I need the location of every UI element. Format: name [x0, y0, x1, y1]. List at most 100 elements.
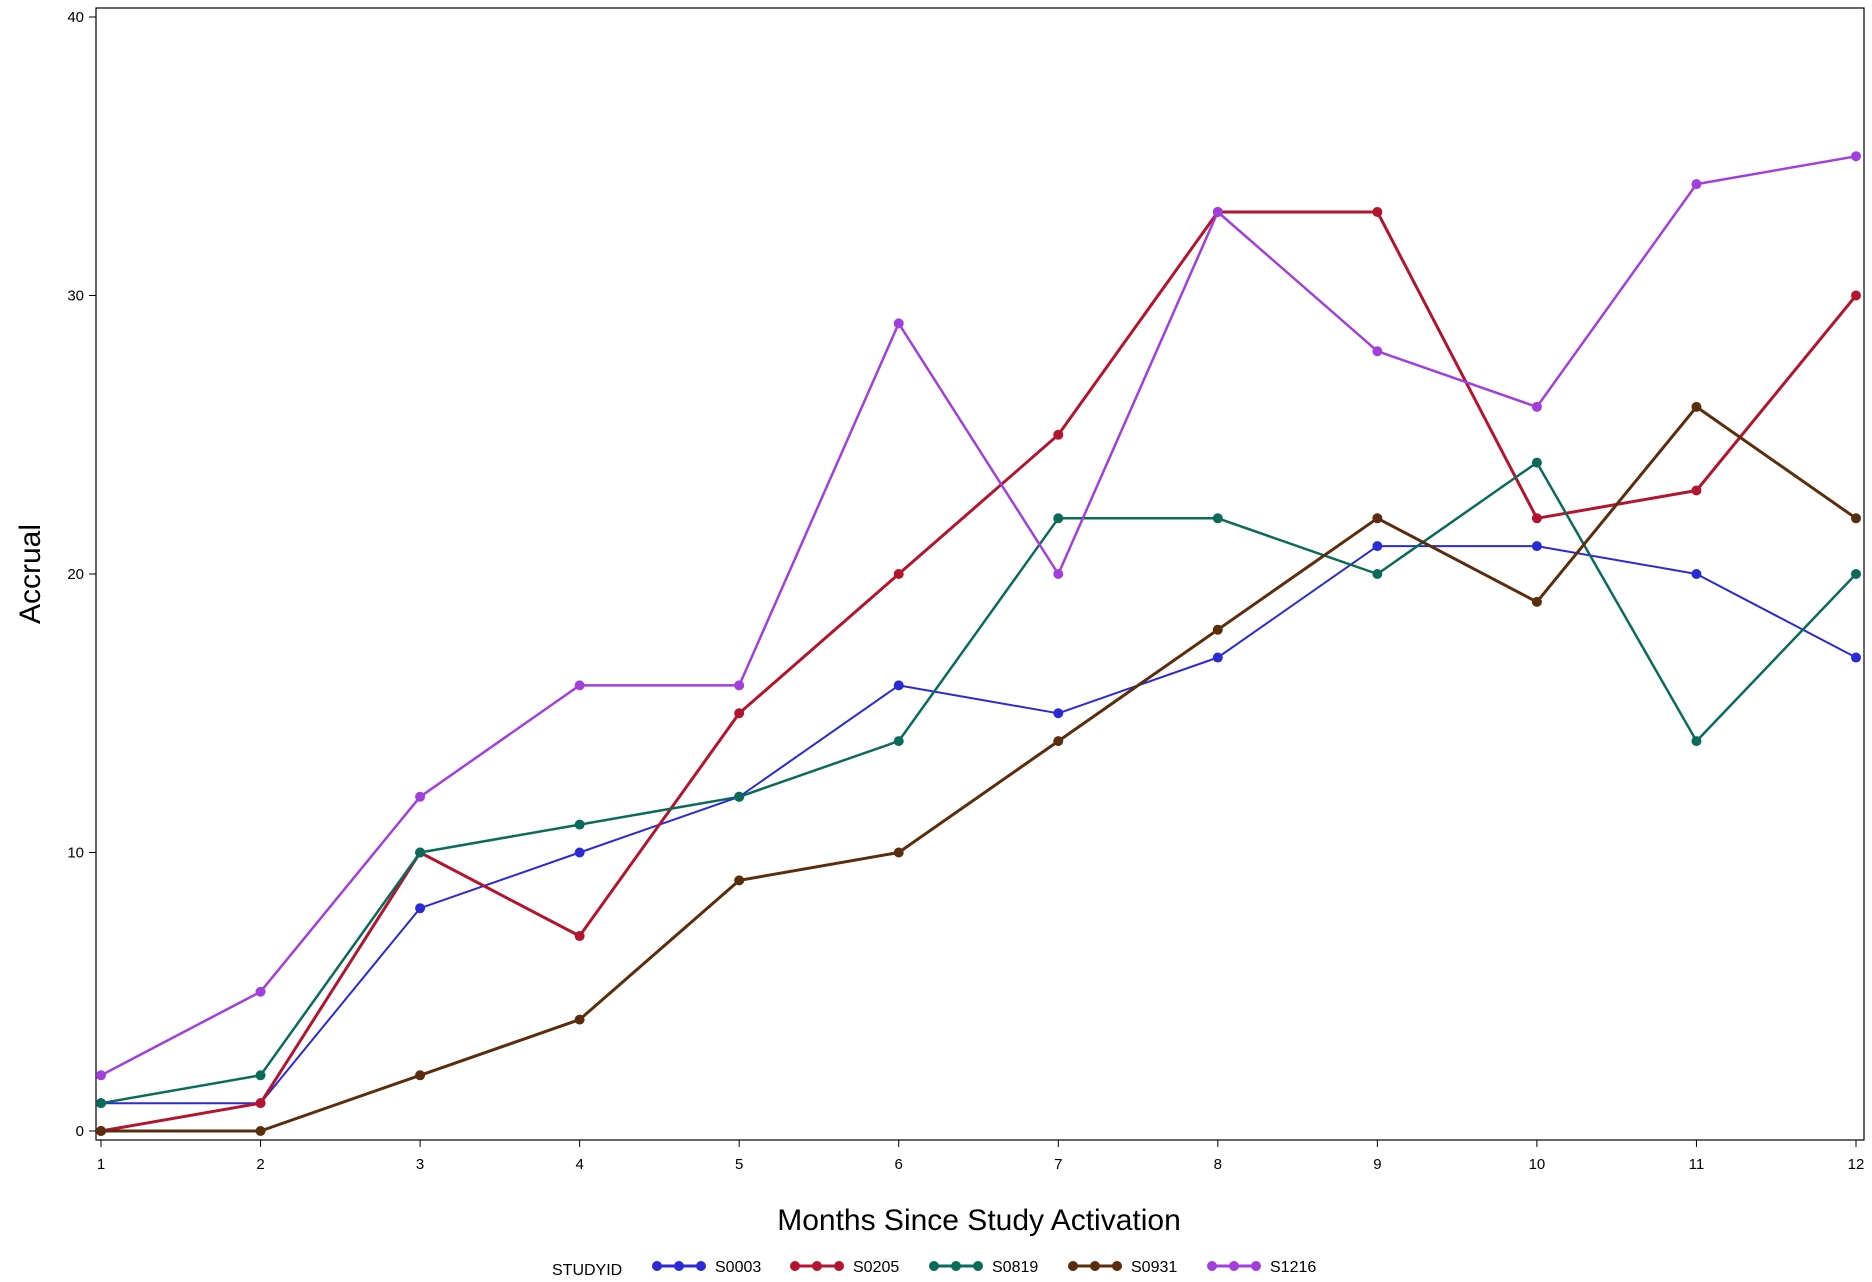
- legend-swatch-marker: [1090, 1261, 1100, 1271]
- data-point: [415, 903, 426, 914]
- x-tick-label: 5: [735, 1156, 743, 1173]
- data-point: [1851, 513, 1861, 524]
- data-point: [1531, 596, 1542, 607]
- legend-swatch-marker: [1251, 1261, 1261, 1271]
- legend-title: STUDYID: [552, 1262, 622, 1279]
- data-point: [1851, 569, 1861, 579]
- x-tick-label: 12: [1848, 1156, 1865, 1173]
- series-line: [100, 155, 1857, 1077]
- data-point: [1212, 206, 1223, 217]
- data-point: [1691, 401, 1702, 412]
- series-s0819: [96, 457, 1861, 1109]
- series-s0931: [96, 401, 1861, 1136]
- legend-item-s0205: S0205: [790, 1259, 899, 1276]
- series-layer: [96, 151, 1861, 1136]
- data-point: [1053, 569, 1064, 579]
- data-point: [734, 875, 745, 886]
- legend-label: S1216: [1270, 1259, 1316, 1276]
- y-axis: 0 10 20 30 40: [67, 9, 96, 1140]
- legend-swatch-marker: [929, 1261, 939, 1271]
- data-point: [1531, 401, 1542, 412]
- legend: STUDYID S0003 S0205 S0819 S0931 S1216: [552, 1259, 1316, 1279]
- data-point: [1372, 346, 1383, 357]
- y-tick-label: 40: [67, 9, 84, 26]
- data-point: [415, 847, 426, 858]
- data-point: [1372, 513, 1383, 524]
- legend-swatch-marker: [674, 1261, 684, 1271]
- data-point: [1053, 708, 1064, 719]
- y-tick-label: 10: [67, 845, 84, 862]
- data-point: [1212, 652, 1223, 663]
- data-point: [1212, 624, 1223, 635]
- data-point: [893, 318, 904, 329]
- legend-label: S0819: [992, 1259, 1038, 1276]
- data-point: [1372, 206, 1383, 217]
- x-tick-label: 8: [1214, 1156, 1222, 1173]
- legend-swatch-marker: [951, 1261, 961, 1271]
- data-point: [255, 1070, 266, 1081]
- x-tick-label: 7: [1054, 1156, 1062, 1173]
- data-point: [734, 680, 745, 691]
- data-point: [574, 1014, 585, 1025]
- y-tick-label: 30: [67, 288, 84, 305]
- data-point: [574, 931, 585, 942]
- series-line: [101, 405, 1857, 1133]
- data-point: [96, 1126, 106, 1136]
- plot-area-frame: [95, 7, 1865, 1141]
- data-point: [96, 1070, 106, 1081]
- legend-item-s1216: S1216: [1207, 1259, 1316, 1276]
- data-point: [1691, 569, 1702, 579]
- x-tick-label: 2: [256, 1156, 264, 1173]
- legend-swatch-marker: [696, 1261, 706, 1271]
- data-point: [415, 1070, 426, 1081]
- data-point: [1212, 513, 1223, 524]
- legend-label: S0205: [853, 1259, 899, 1276]
- legend-item-s0819: S0819: [929, 1259, 1038, 1276]
- legend-swatch-marker: [973, 1261, 983, 1271]
- series-line: [100, 210, 1858, 1133]
- data-point: [1851, 652, 1861, 663]
- data-point: [1372, 569, 1383, 579]
- data-point: [574, 819, 585, 830]
- data-point: [255, 986, 266, 997]
- data-point: [1851, 290, 1861, 301]
- y-tick-label: 20: [67, 566, 84, 583]
- x-tick-label: 4: [575, 1156, 583, 1173]
- x-tick-label: 10: [1529, 1156, 1546, 1173]
- legend-swatch-marker: [812, 1261, 822, 1271]
- legend-swatch-marker: [1068, 1261, 1078, 1271]
- series-s0205: [96, 206, 1861, 1136]
- legend-item-s0003: S0003: [652, 1259, 761, 1276]
- series-s0003: [96, 541, 1861, 1109]
- data-point: [1531, 513, 1542, 524]
- x-tick-label: 1: [97, 1156, 105, 1173]
- data-point: [1691, 485, 1702, 496]
- legend-swatch-marker: [1229, 1261, 1239, 1271]
- x-axis: 1 2 3 4 5 6 7 8 9 10 11 12: [97, 1140, 1865, 1173]
- data-point: [255, 1098, 266, 1109]
- legend-swatch-marker: [834, 1261, 844, 1271]
- series-s1216: [96, 151, 1861, 1081]
- data-point: [893, 847, 904, 858]
- data-point: [1053, 429, 1064, 440]
- legend-label: S0003: [715, 1259, 761, 1276]
- x-tick-label: 6: [895, 1156, 903, 1173]
- data-point: [415, 791, 426, 802]
- data-point: [574, 680, 585, 691]
- data-point: [1691, 736, 1702, 747]
- data-point: [893, 680, 904, 691]
- x-tick-label: 11: [1689, 1156, 1705, 1173]
- data-point: [1053, 736, 1064, 747]
- data-point: [1531, 541, 1542, 552]
- legend-label: S0931: [1131, 1259, 1177, 1276]
- data-point: [255, 1126, 266, 1136]
- x-axis-title: Months Since Study Activation: [777, 1204, 1181, 1237]
- data-point: [1531, 457, 1542, 468]
- data-point: [1372, 541, 1383, 552]
- legend-swatch-marker: [652, 1261, 662, 1271]
- data-point: [1053, 513, 1064, 524]
- series-line: [100, 461, 1857, 1105]
- data-point: [893, 569, 904, 579]
- x-tick-label: 3: [416, 1156, 424, 1173]
